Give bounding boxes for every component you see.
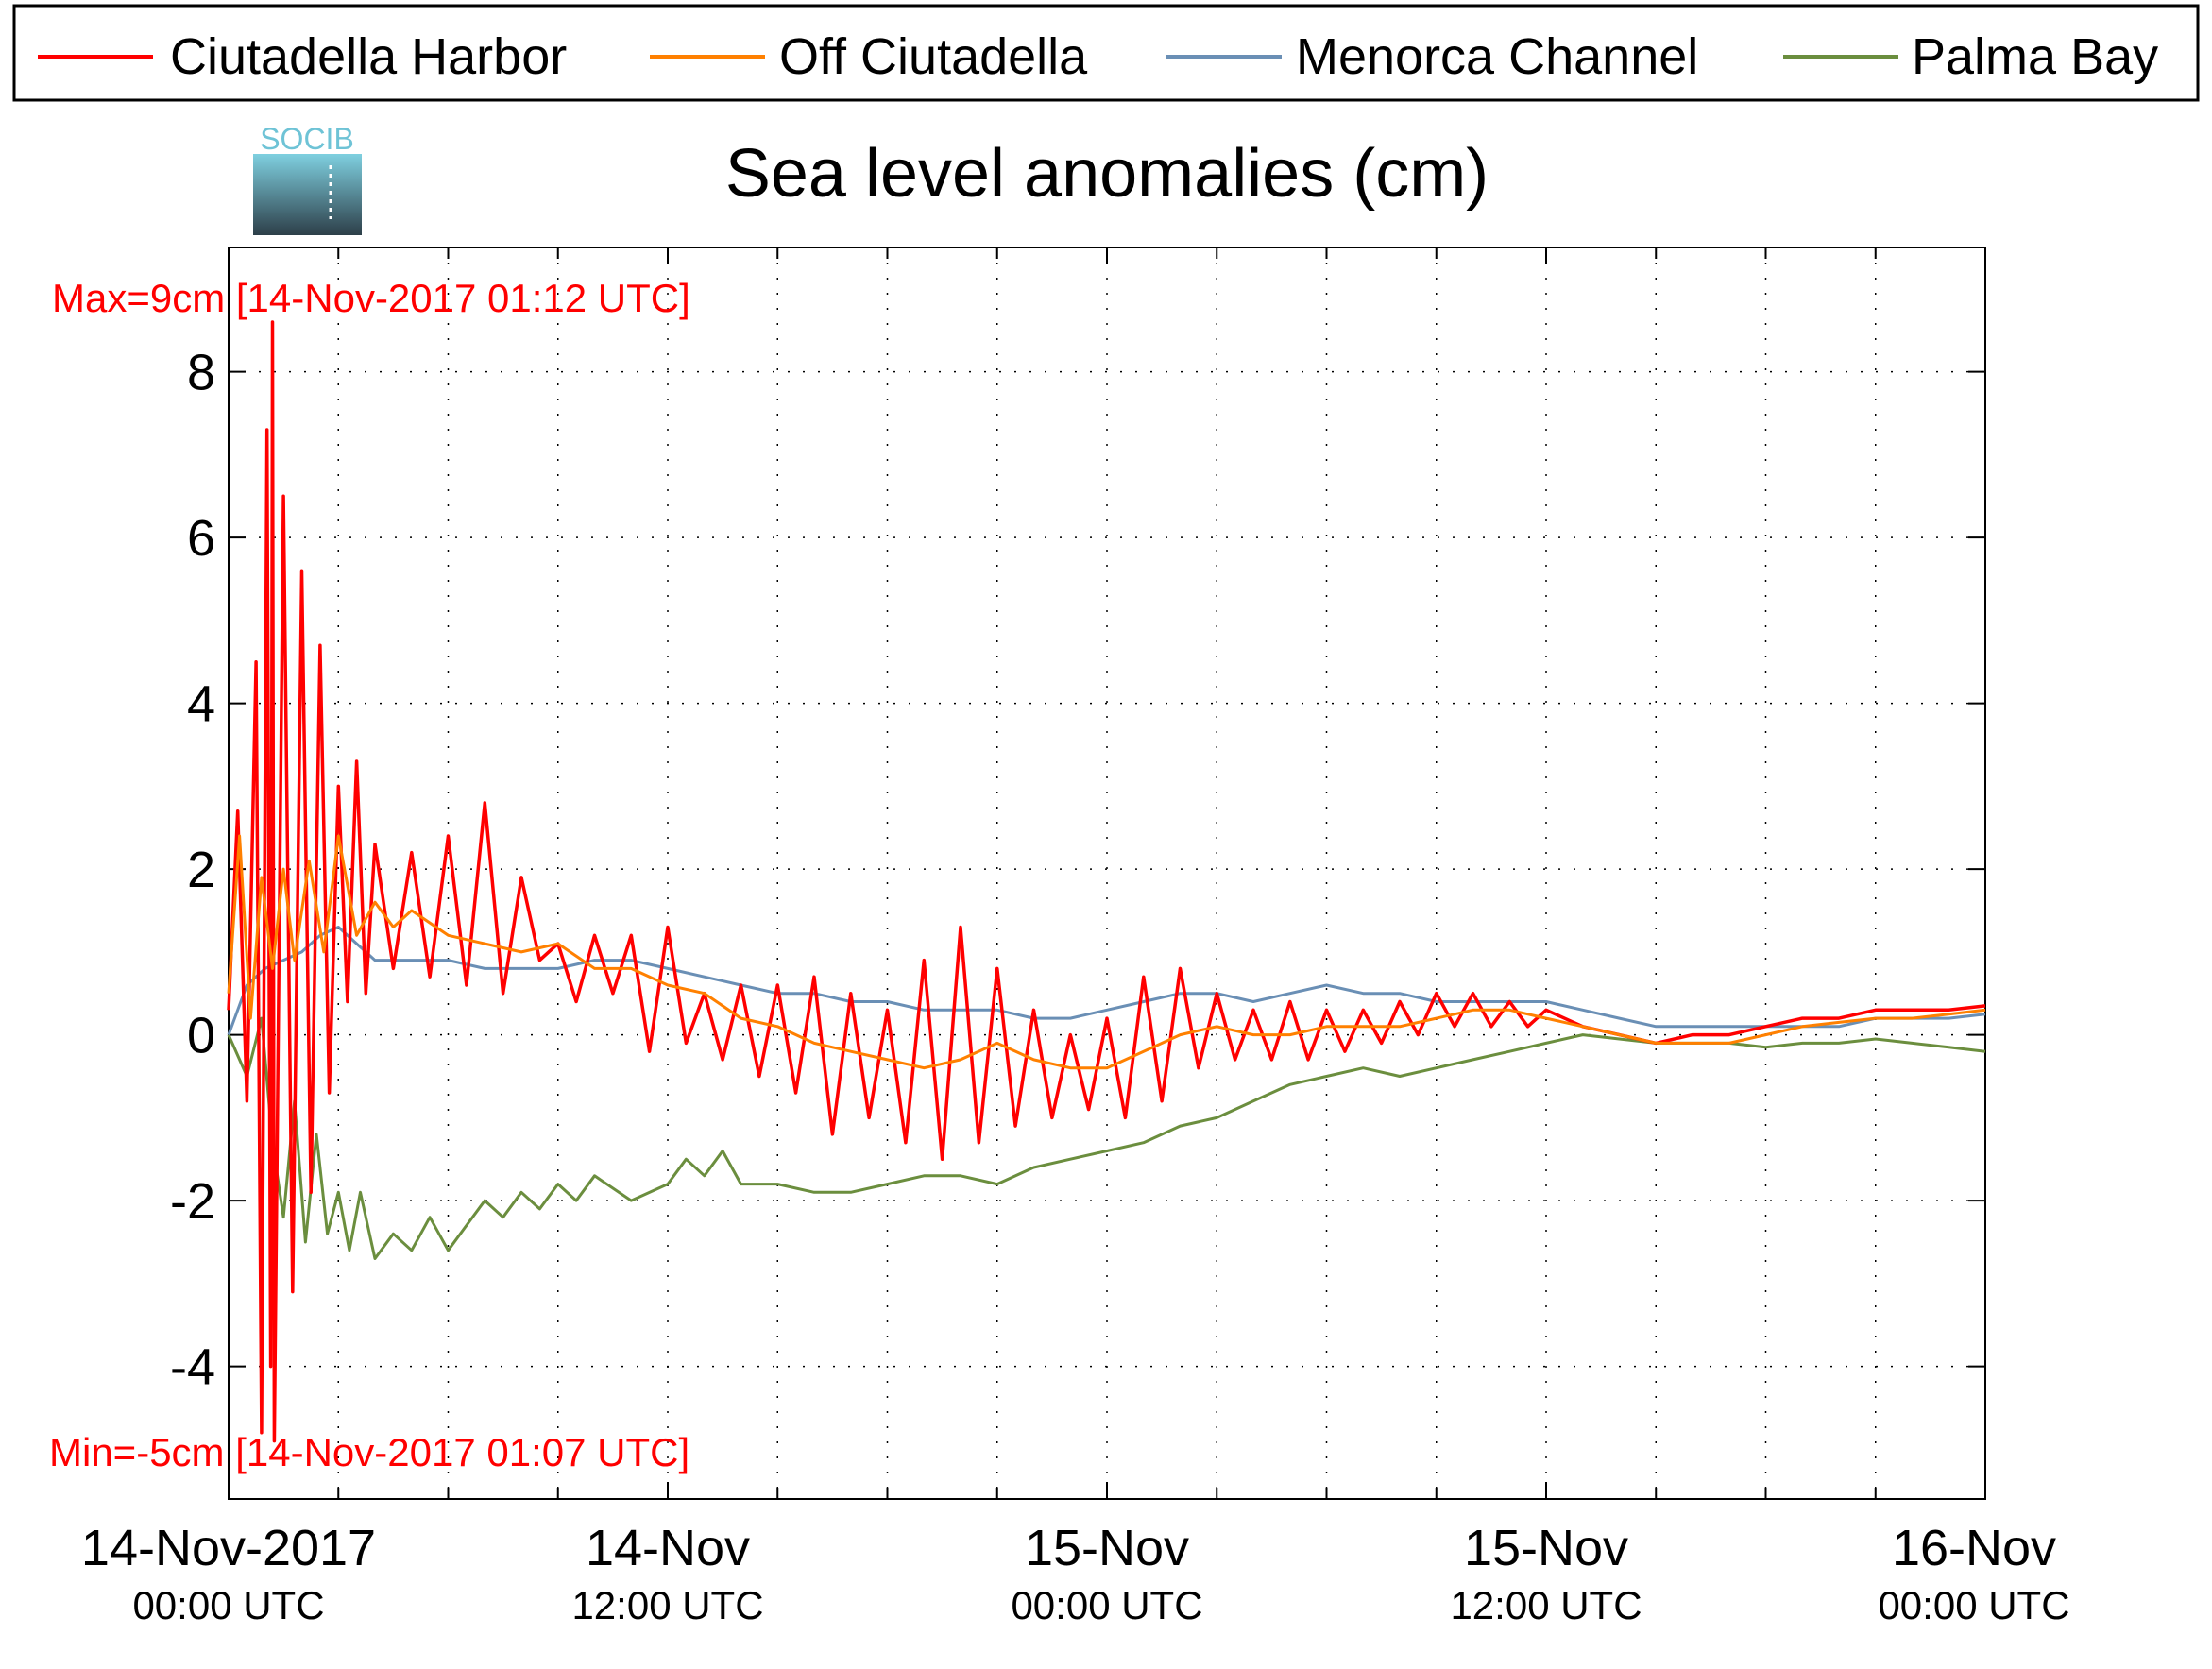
x-tick-time-label: 00:00 UTC	[1878, 1583, 2069, 1627]
series-line-palma-bay	[227, 1016, 1986, 1260]
y-tick-label: 0	[187, 1008, 215, 1064]
x-tick-time-label: 12:00 UTC	[1450, 1583, 1642, 1627]
max-annotation: Max=9cm [14-Nov-2017 01:12 UTC]	[52, 276, 690, 320]
x-tick-time-label: 00:00 UTC	[132, 1583, 324, 1627]
legend-items: Ciutadella Harbor Off Ciutadella Menorca C…	[38, 28, 2158, 85]
x-tick-time-label: 00:00 UTC	[1011, 1583, 1202, 1627]
x-axis-tick-labels: 14-Nov-2017 00:00 UTC 14-Nov 12:00 UTC 15-No…	[81, 1520, 2070, 1627]
x-tick-date-label: 16-Nov	[1892, 1520, 2056, 1576]
x-tick-time-label: 12:00 UTC	[571, 1583, 763, 1627]
legend-label: Ciutadella Harbor	[170, 28, 567, 85]
y-tick-label: -4	[170, 1339, 215, 1396]
grid	[229, 247, 1985, 1499]
chart-title: Sea level anomalies (cm)	[725, 136, 1489, 212]
legend: Ciutadella Harbor Off Ciutadella Menorca C…	[12, 4, 2200, 102]
series-line-ciutadella-harbor	[227, 320, 1986, 1443]
x-tick-date-label: 15-Nov	[1025, 1520, 1189, 1576]
y-tick-label: 6	[187, 510, 215, 567]
legend-label: Palma Bay	[1912, 28, 2158, 85]
series-lines	[227, 320, 1986, 1443]
y-tick-label: -2	[170, 1173, 215, 1230]
plot-area	[227, 247, 1986, 1500]
y-tick-label: 8	[187, 345, 215, 401]
ticks	[228, 247, 1986, 1499]
y-tick-label: 4	[187, 676, 215, 733]
y-axis-tick-labels: 8 6 4 2 0 -2 -4	[170, 345, 215, 1396]
y-tick-label: 2	[187, 842, 215, 898]
series-line-off-ciutadella	[227, 834, 1986, 1070]
x-tick-date-label: 15-Nov	[1464, 1520, 1628, 1576]
legend-label: Menorca Channel	[1296, 28, 1698, 85]
logo-text: SOCIB	[260, 122, 354, 156]
socib-logo: SOCIB	[253, 122, 362, 235]
legend-label: Off Ciutadella	[779, 28, 1088, 85]
logo-image	[253, 154, 362, 235]
x-tick-date-label: 14-Nov-2017	[81, 1520, 376, 1576]
min-annotation: Min=-5cm [14-Nov-2017 01:07 UTC]	[49, 1430, 689, 1474]
x-tick-date-label: 14-Nov	[586, 1520, 750, 1576]
legend-box	[12, 4, 2200, 102]
